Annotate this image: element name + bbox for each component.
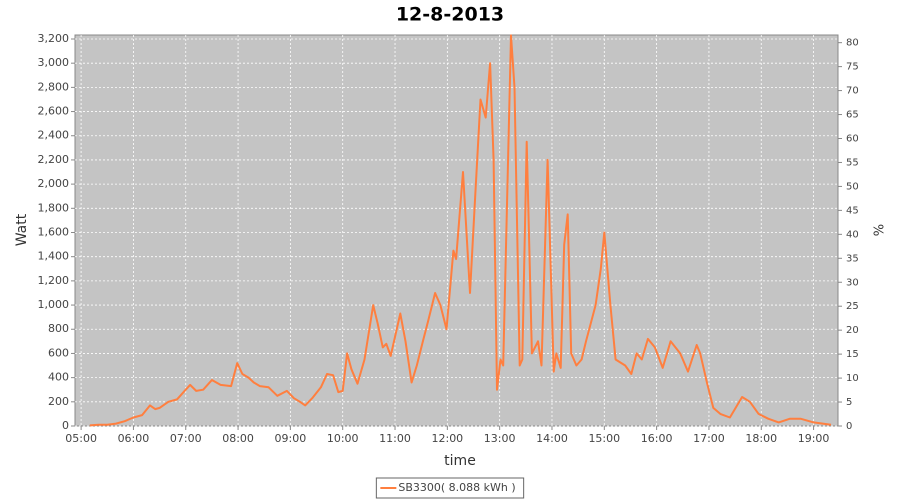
y-tick-label: 2,400 (38, 129, 70, 142)
x-tick-label: 18:00 (745, 432, 777, 445)
x-tick-label: 11:00 (379, 432, 411, 445)
y-tick-label: 200 (48, 395, 69, 408)
x-tick-label: 05:00 (65, 432, 97, 445)
legend: SB3300( 8.088 kWh ) (375, 477, 525, 499)
y-tick-label: 800 (48, 322, 69, 335)
y2-tick-label: 25 (846, 301, 859, 312)
x-tick-label: 19:00 (798, 432, 830, 445)
y-tick-label: 2,000 (38, 177, 70, 190)
y-tick-label: 0 (62, 419, 69, 432)
y-tick-label: 1,800 (38, 201, 70, 214)
legend-label: SB3300( 8.088 kWh ) (398, 481, 515, 494)
series-line (89, 34, 832, 427)
y2-tick-label: 65 (846, 110, 859, 121)
y2-tick-label: 20 (846, 325, 859, 336)
y2-tick-label: 40 (846, 229, 859, 240)
y2-tick-label: 50 (846, 181, 859, 192)
y-tick-label: 3,200 (38, 32, 70, 45)
y-tick-label: 2,200 (38, 153, 70, 166)
y-tick-label: 3,000 (38, 56, 70, 69)
y2-tick-label: 15 (846, 349, 859, 360)
y-tick-label: 1,600 (38, 225, 70, 238)
y2-tick-label: 75 (846, 62, 859, 73)
y-axis-label: Watt (14, 213, 30, 246)
y2-tick-label: 35 (846, 253, 859, 264)
y2-axis-label: % (873, 224, 888, 236)
x-tick-label: 14:00 (536, 432, 568, 445)
y2-tick-label: 5 (846, 397, 852, 408)
y-tick-label: 1,400 (38, 250, 70, 263)
y2-tick-label: 30 (846, 277, 859, 288)
y-tick-label: 2,600 (38, 105, 70, 118)
x-tick-label: 16:00 (641, 432, 673, 445)
y2-tick-label: 45 (846, 205, 859, 216)
y-tick-label: 1,200 (38, 274, 70, 287)
y2-tick-label: 70 (846, 86, 859, 97)
plot-area (74, 34, 839, 427)
x-tick-label: 13:00 (484, 432, 516, 445)
x-tick-label: 06:00 (118, 432, 150, 445)
x-tick-label: 08:00 (222, 432, 254, 445)
y-tick-label: 600 (48, 346, 69, 359)
y2-tick-label: 10 (846, 373, 859, 384)
x-tick-label: 10:00 (327, 432, 359, 445)
y2-tick-label: 0 (846, 421, 852, 432)
x-tick-label: 07:00 (170, 432, 202, 445)
y2-tick-label: 55 (846, 157, 859, 168)
y-tick-label: 1,000 (38, 298, 70, 311)
y2-tick-label: 80 (846, 38, 859, 49)
x-axis-label: time (444, 453, 476, 469)
y2-tick-label: 60 (846, 134, 859, 145)
x-tick-label: 17:00 (693, 432, 725, 445)
x-tick-label: 12:00 (431, 432, 463, 445)
y-tick-label: 400 (48, 371, 69, 384)
chart-title: 12-8-2013 (396, 4, 504, 26)
legend-box (375, 477, 525, 499)
x-tick-label: 15:00 (588, 432, 620, 445)
y-tick-label: 2,800 (38, 80, 70, 93)
x-tick-label: 09:00 (275, 432, 307, 445)
